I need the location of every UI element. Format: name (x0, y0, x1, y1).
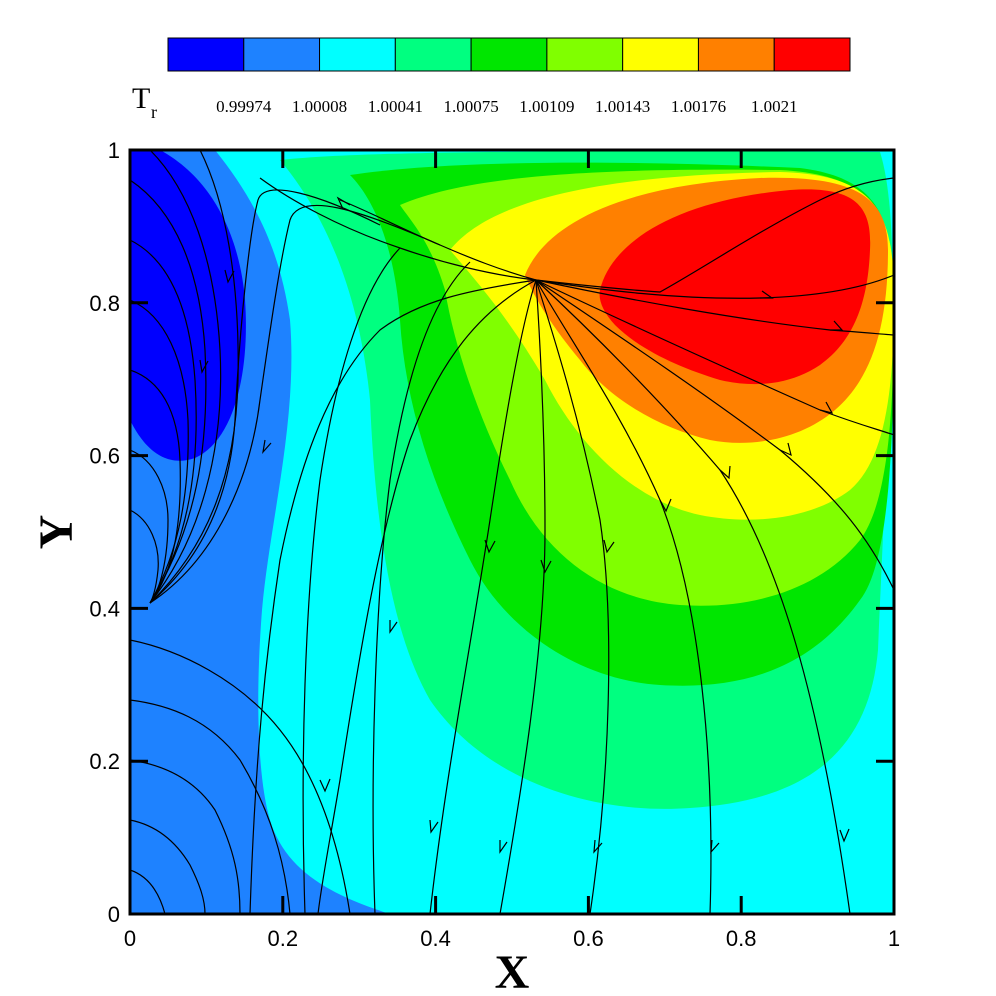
x-tick-label: 0.2 (268, 926, 299, 951)
streamline (130, 449, 169, 604)
x-tick-label: 1 (888, 926, 900, 951)
x-tick-label: 0 (124, 926, 136, 951)
streamline (149, 150, 239, 604)
x-axis-title: X (495, 946, 530, 996)
streamline (130, 509, 159, 604)
colorbar-level-label: 1.00176 (671, 97, 726, 116)
streamline-arrow (659, 498, 672, 513)
streamline (535, 279, 894, 436)
temperature-contours (130, 150, 894, 914)
streamline-arrow (540, 559, 552, 574)
streamline-arrow (603, 539, 615, 554)
streamline (130, 239, 197, 604)
colorbar-level-label: 1.00041 (368, 97, 423, 116)
streamline (149, 189, 381, 604)
streamline (372, 261, 471, 914)
colorbar-swatch (167, 37, 245, 72)
colorbar-level-label: 1.0021 (751, 97, 798, 116)
plot-axes: 0 0.2 0.4 0.6 0.8 1 0 0.2 0.4 0.6 0.8 1 (89, 138, 900, 951)
y-tick-label: 0.6 (89, 444, 120, 469)
streamline (130, 179, 207, 604)
streamline-arrow (224, 269, 235, 284)
colorbar: 0.99974 1.00008 1.00041 1.00075 1.00109 1.001… (132, 37, 851, 122)
streamline-arrow (819, 401, 834, 414)
streamline (535, 279, 851, 914)
x-axis-ticks: 0 0.2 0.4 0.6 0.8 1 (124, 150, 900, 951)
colorbar-swatch (243, 37, 321, 72)
colorbar-swatch (470, 37, 548, 72)
y-tick-label: 0.8 (89, 291, 120, 316)
y-axis-ticks: 0 0.2 0.4 0.6 0.8 1 (89, 138, 894, 927)
streamline-arrow (389, 620, 398, 634)
plot-frame (128, 148, 896, 916)
streamline-arrow (262, 439, 272, 454)
y-tick-label: 0 (108, 902, 120, 927)
x-tick-label: 0.6 (573, 926, 604, 951)
streamline (130, 369, 181, 604)
contour-band-red (599, 189, 871, 385)
streamline (535, 279, 610, 914)
x-tick-label: 0.4 (420, 926, 451, 951)
y-tick-label: 0.4 (89, 596, 120, 621)
streamline (302, 247, 401, 914)
colorbar-level-label: 1.00075 (443, 97, 498, 116)
colorbar-swatch (319, 37, 396, 72)
streamline-arrow (710, 839, 720, 854)
colorbar-swatch (773, 37, 851, 72)
streamline (535, 279, 712, 914)
colorbar-swatch (622, 37, 699, 72)
streamline (149, 150, 222, 604)
streamline-arrow (779, 442, 792, 457)
streamline (130, 699, 291, 914)
streamline-arrow (760, 290, 774, 299)
streamline-arrow (839, 828, 850, 843)
streamline (535, 274, 894, 299)
streamline (249, 279, 537, 914)
streamline-arrow (593, 839, 603, 854)
colorbar-title-subscript: r (151, 102, 157, 122)
colorbar-level-label: 1.00143 (595, 97, 650, 116)
colorbar-level-label: 0.99974 (216, 97, 272, 116)
streamline-arrow (484, 539, 496, 554)
streamline (130, 869, 166, 914)
streamline (130, 819, 206, 914)
y-tick-label: 1 (108, 138, 120, 163)
streamline (149, 204, 441, 604)
streamline-arrow (319, 778, 331, 793)
streamline (130, 639, 351, 914)
streamline (535, 279, 894, 336)
streamline (499, 279, 546, 914)
streamline (429, 279, 537, 914)
streamline-arrow (199, 359, 209, 374)
streamline-arrow (429, 819, 439, 834)
streamline-arrow (336, 196, 351, 210)
streamline-arrow (719, 465, 731, 480)
y-axis-title: Y (30, 515, 83, 550)
streamline (317, 279, 537, 914)
x-tick-label: 0.8 (726, 926, 757, 951)
colorbar-swatch (546, 37, 624, 72)
colorbar-title: T (132, 82, 150, 115)
colorbar-level-label: 1.00109 (519, 97, 574, 116)
streamline (535, 279, 894, 591)
colorbar-swatch (697, 37, 775, 72)
streamline-arrow (499, 840, 508, 854)
streamline-arrow (830, 320, 844, 331)
y-tick-label: 0.2 (89, 749, 120, 774)
streamlines (130, 150, 894, 914)
colorbar-level-label: 1.00008 (292, 97, 347, 116)
colorbar-swatch (394, 37, 472, 72)
colorbar-swatches (167, 37, 851, 72)
contour-band-darkblue (130, 150, 246, 461)
colorbar-labels: 0.99974 1.00008 1.00041 1.00075 1.00109 1.001… (216, 97, 797, 116)
streamline (535, 177, 894, 293)
streamline (130, 759, 241, 914)
